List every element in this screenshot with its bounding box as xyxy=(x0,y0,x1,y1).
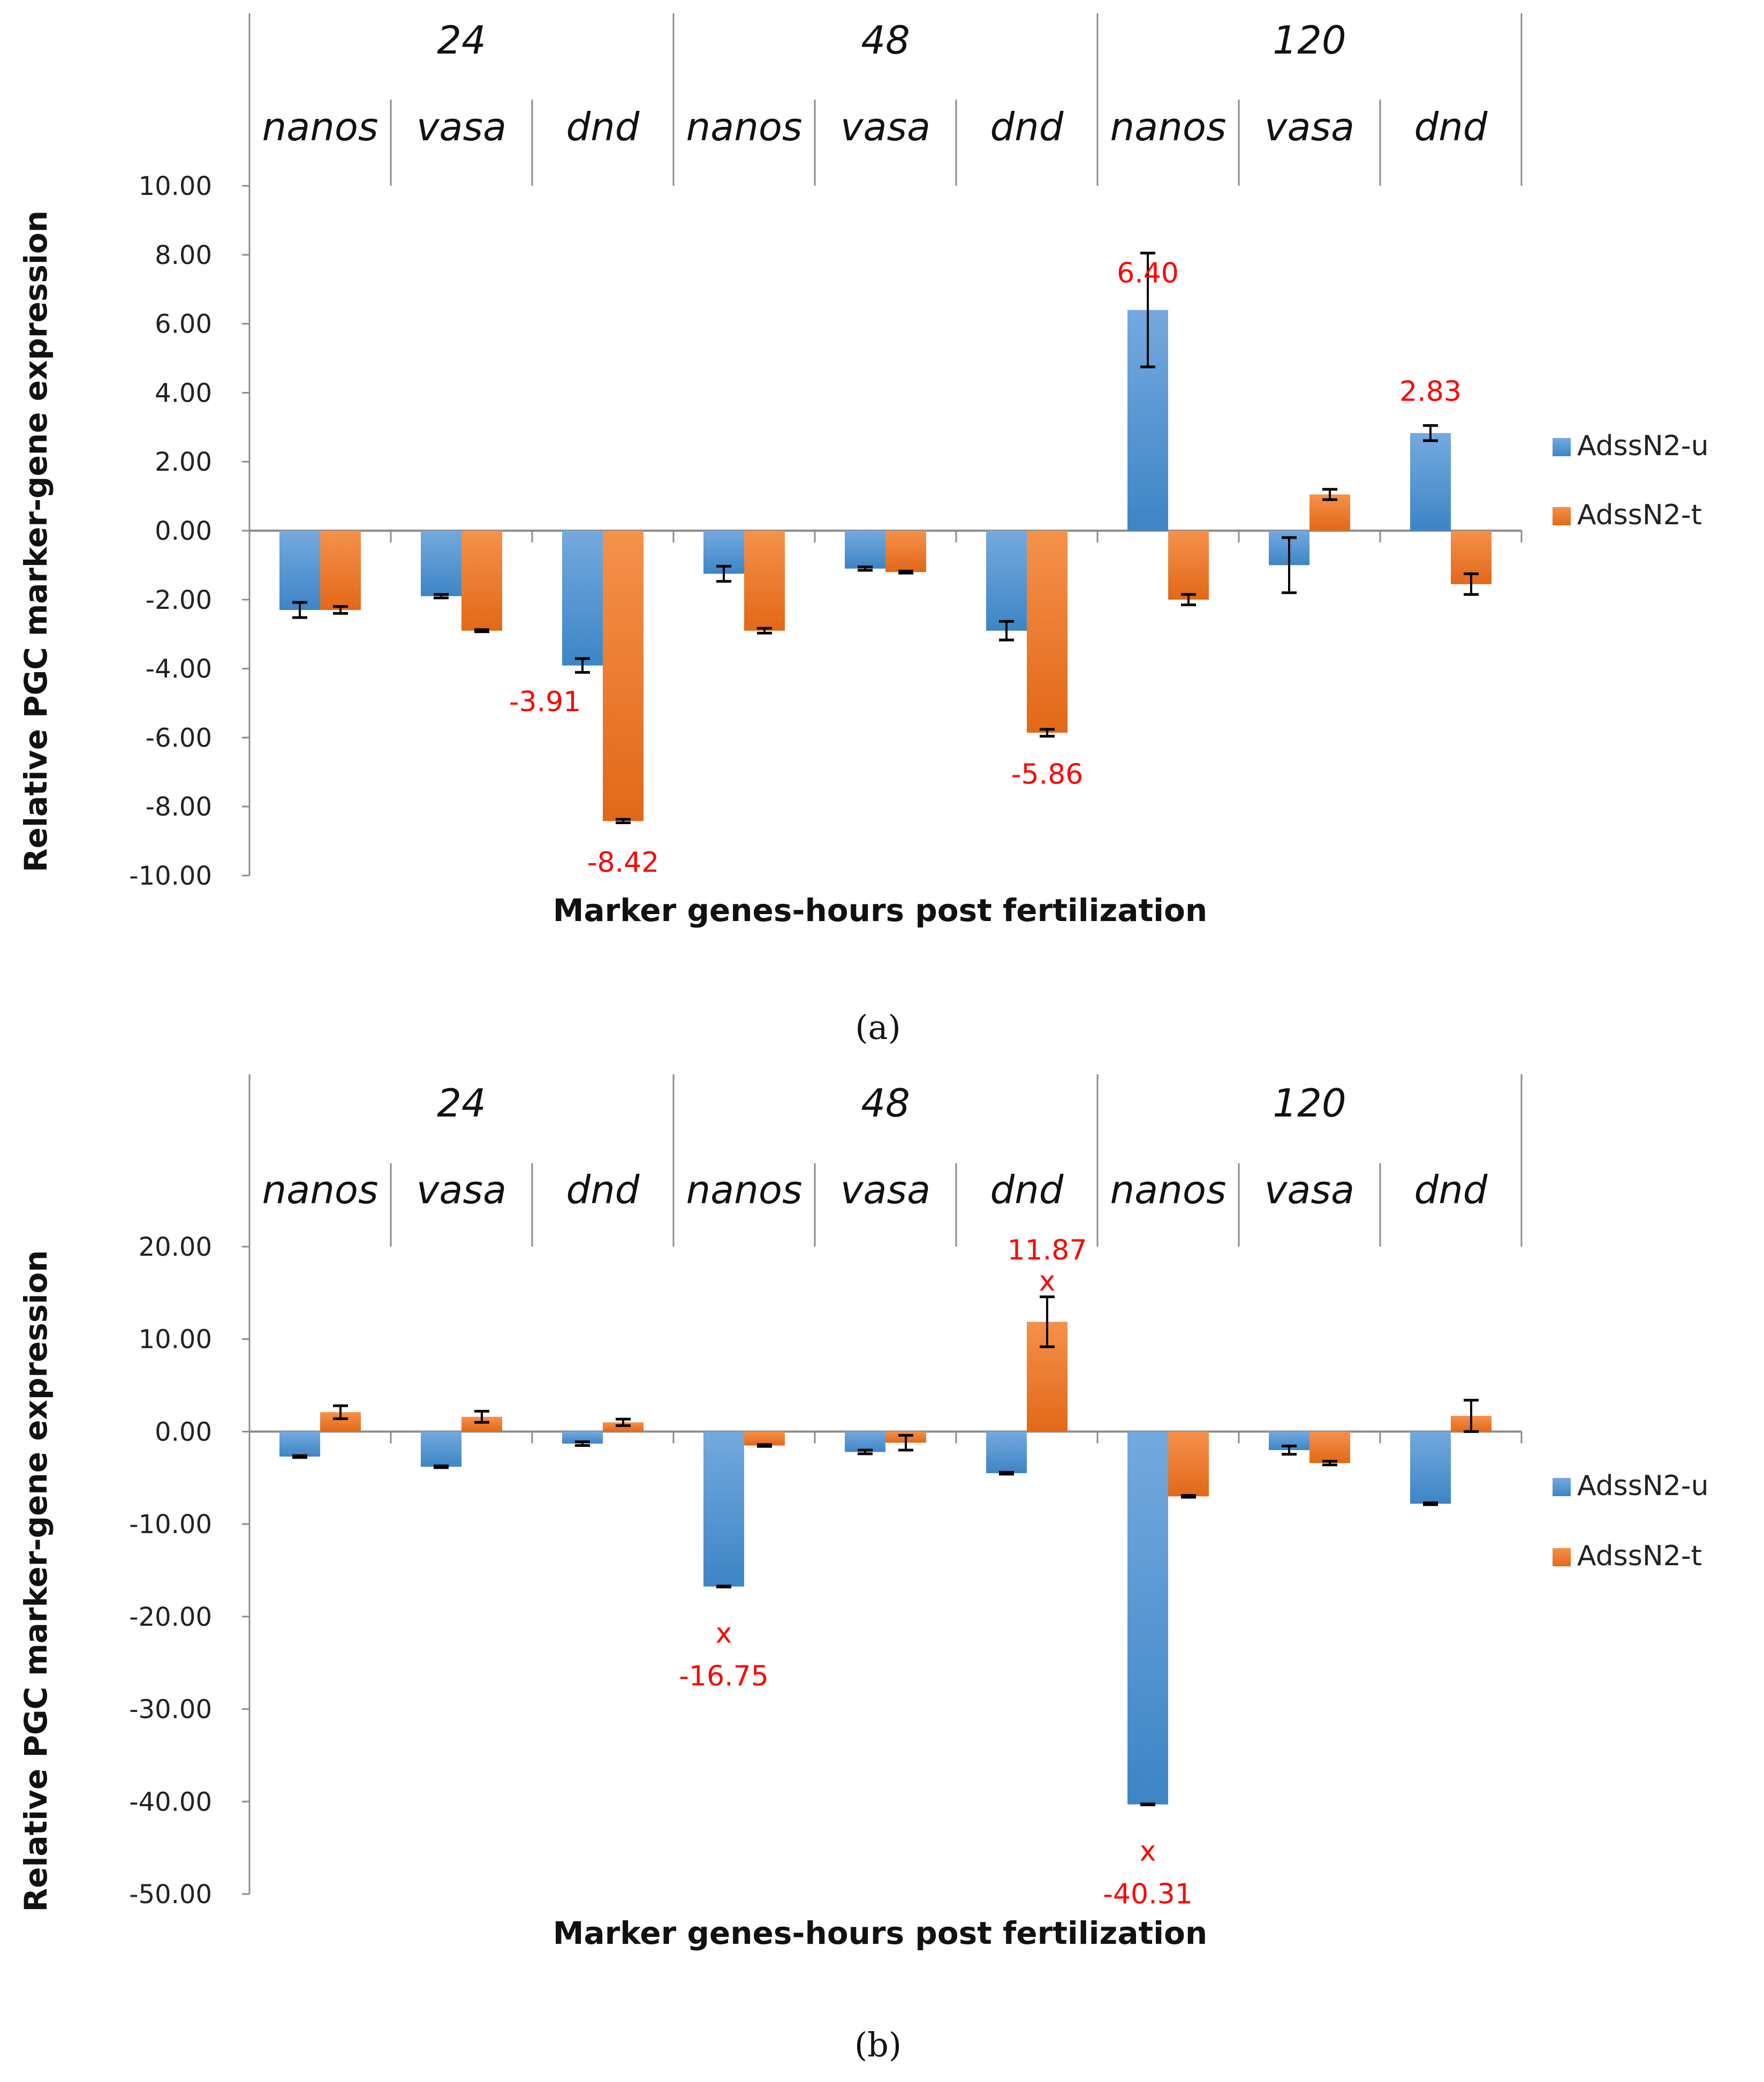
group-label-24: 24 xyxy=(437,1081,486,1126)
y-tick-label: -10.00 xyxy=(129,861,212,891)
legend-label: AdssN2-u xyxy=(1577,430,1709,462)
data-label: 11.87 xyxy=(1008,1234,1087,1266)
bar-adssn2-u xyxy=(986,531,1027,631)
y-tick-label: -30.00 xyxy=(129,1695,212,1725)
bar-adssn2-t xyxy=(603,1422,643,1432)
category-label-dnd: dnd xyxy=(566,104,640,149)
group-label-120: 120 xyxy=(1273,1081,1346,1126)
category-label-dnd: dnd xyxy=(990,104,1064,149)
bar-adssn2-u xyxy=(1410,1431,1451,1504)
group-label-120: 120 xyxy=(1273,18,1346,63)
legend-swatch xyxy=(1553,1548,1571,1566)
bar-adssn2-t xyxy=(461,531,502,631)
y-tick-label: 10.00 xyxy=(139,1325,212,1355)
data-label-marker: x xyxy=(1140,1836,1156,1868)
bar-adssn2-u xyxy=(279,1431,320,1457)
category-label-nanos: nanos xyxy=(1110,104,1227,149)
bar-adssn2-u xyxy=(562,1431,603,1444)
legend-swatch xyxy=(1553,438,1571,456)
y-axis-title: Relative PGC marker-gene expression xyxy=(18,1250,54,1912)
y-tick-label: 20.00 xyxy=(139,1232,212,1262)
category-label-vasa: vasa xyxy=(417,1167,506,1212)
bar-adssn2-t xyxy=(1027,531,1068,733)
y-tick-label: -40.00 xyxy=(129,1787,212,1817)
y-tick-label: 2.00 xyxy=(155,447,212,477)
y-tick-label: -20.00 xyxy=(129,1602,212,1632)
y-tick-label: 6.00 xyxy=(155,310,212,340)
category-label-nanos: nanos xyxy=(262,104,378,149)
bar-adssn2-u xyxy=(279,531,320,610)
category-label-vasa: vasa xyxy=(841,104,930,149)
data-label: -16.75 xyxy=(679,1661,769,1693)
category-label-nanos: nanos xyxy=(262,1167,378,1212)
category-label-vasa: vasa xyxy=(841,1167,930,1212)
data-label-marker: x xyxy=(1039,1265,1056,1298)
bar-adssn2-u xyxy=(986,1431,1027,1474)
category-label-dnd: dnd xyxy=(1414,1167,1488,1212)
y-tick-label: -2.00 xyxy=(146,585,212,615)
data-label: -8.42 xyxy=(587,847,660,879)
legend-label: AdssN2-u xyxy=(1577,1470,1709,1502)
legend-label: AdssN2-t xyxy=(1577,499,1702,531)
y-tick-label: -50.00 xyxy=(129,1880,212,1910)
bar-adssn2-u xyxy=(1127,1431,1168,1805)
category-label-nanos: nanos xyxy=(1110,1167,1227,1212)
bar-adssn2-u xyxy=(845,531,885,569)
y-tick-label: -4.00 xyxy=(146,654,212,684)
data-label: -40.31 xyxy=(1103,1879,1193,1911)
bar-adssn2-t xyxy=(1168,1431,1209,1497)
bar-adssn2-u xyxy=(1410,433,1451,531)
bar-adssn2-u xyxy=(703,1431,744,1587)
category-label-dnd: dnd xyxy=(566,1167,640,1212)
category-label-dnd: dnd xyxy=(990,1167,1064,1212)
figure-caption: (a) xyxy=(855,1008,900,1047)
bar-adssn2-t xyxy=(1168,531,1209,600)
y-tick-label: 0.00 xyxy=(155,516,212,546)
category-label-dnd: dnd xyxy=(1414,104,1488,149)
y-tick-label: 8.00 xyxy=(155,240,212,270)
data-label: 6.40 xyxy=(1117,258,1179,290)
data-label: 2.83 xyxy=(1399,376,1462,408)
chart-a: 10.00 8.00 6.00 4.00 2.00 0.00 -2.00 -4.00 -6.00… xyxy=(18,13,1709,1047)
y-tick-label: -8.00 xyxy=(146,792,212,822)
x-axis-title: Marker genes-hours post fertilization xyxy=(553,892,1207,929)
data-label: -5.86 xyxy=(1011,758,1084,790)
chart-b: 20.00 10.00 0.00 -10.00 -20.00 -30.00 -40.00 -5… xyxy=(18,1074,1709,2064)
y-tick-label: -6.00 xyxy=(146,723,212,753)
bar-adssn2-u xyxy=(421,1431,461,1467)
data-label: -3.91 xyxy=(509,686,581,718)
category-label-nanos: nanos xyxy=(686,104,802,149)
bar-adssn2-t xyxy=(603,531,643,821)
y-tick-label: 10.00 xyxy=(139,171,212,201)
bar-adssn2-u xyxy=(421,531,461,597)
legend-swatch xyxy=(1553,1478,1571,1496)
data-label-marker: x xyxy=(716,1618,732,1650)
legend-swatch xyxy=(1553,507,1571,525)
group-label-48: 48 xyxy=(861,1081,910,1126)
group-label-48: 48 xyxy=(861,18,910,63)
bar-adssn2-t xyxy=(320,531,361,610)
category-label-vasa: vasa xyxy=(417,104,506,149)
bar-adssn2-t xyxy=(885,531,926,572)
bar-adssn2-t xyxy=(1309,1431,1350,1464)
y-tick-label: 0.00 xyxy=(155,1417,212,1447)
y-tick-label: -10.00 xyxy=(129,1510,212,1540)
figure-caption: (b) xyxy=(854,2025,902,2064)
bar-adssn2-u xyxy=(845,1431,885,1452)
legend-label: AdssN2-t xyxy=(1577,1540,1702,1572)
group-label-24: 24 xyxy=(437,18,486,63)
y-axis-title: Relative PGC marker-gene expression xyxy=(18,210,54,872)
bar-adssn2-t xyxy=(744,1431,785,1446)
bar-adssn2-t xyxy=(744,531,785,631)
category-label-vasa: vasa xyxy=(1265,1167,1354,1212)
bar-adssn2-u xyxy=(562,531,603,666)
category-label-nanos: nanos xyxy=(686,1167,802,1212)
x-axis-title: Marker genes-hours post fertilization xyxy=(553,1915,1207,1951)
category-label-vasa: vasa xyxy=(1265,104,1354,149)
y-tick-label: 4.00 xyxy=(155,378,212,408)
